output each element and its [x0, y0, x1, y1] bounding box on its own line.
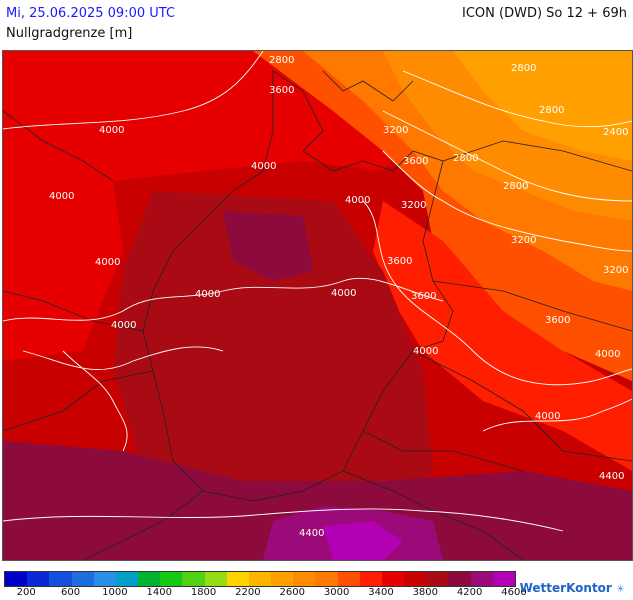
model-run-label: ICON (DWD) So 12 + 69h — [462, 6, 627, 21]
legend-label: 3000 — [323, 587, 350, 598]
legend-label: 4200 — [456, 587, 483, 598]
legend-swatch — [492, 572, 515, 586]
forecast-datetime: Mi, 25.06.2025 09:00 UTC — [6, 6, 176, 21]
contour-label: 3600 — [269, 85, 294, 96]
legend-swatch — [448, 572, 471, 586]
legend-label: 1400 — [146, 587, 172, 598]
legend-swatch — [93, 572, 116, 586]
legend-swatch — [248, 572, 272, 586]
contour-label: 2400 — [603, 127, 628, 138]
contour-label: 2800 — [503, 181, 528, 192]
contour-label: 4000 — [111, 320, 136, 331]
contour-label: 3600 — [403, 156, 428, 167]
color-scale-legend — [4, 571, 516, 587]
contour-label: 3200 — [511, 235, 536, 246]
legend-label: 200 — [16, 587, 36, 598]
legend-swatch — [27, 572, 50, 586]
contour-label: 4000 — [413, 346, 438, 357]
legend-swatch — [293, 572, 316, 586]
contour-label: 3600 — [545, 315, 570, 326]
contour-label: 3200 — [603, 265, 628, 276]
legend-swatch — [404, 572, 427, 586]
legend-swatch — [226, 572, 249, 586]
contour-label: 4000 — [195, 289, 220, 300]
contour-label: 2800 — [539, 105, 564, 116]
legend-swatch — [470, 572, 493, 586]
contour-label: 3600 — [411, 291, 436, 302]
contour-label: 2800 — [511, 63, 536, 74]
legend-swatch — [71, 572, 94, 586]
legend-label: 1800 — [190, 587, 217, 598]
legend-label: 1000 — [102, 587, 128, 598]
contour-label: 4000 — [595, 349, 620, 360]
legend-swatch — [5, 572, 28, 586]
legend-swatch — [315, 572, 338, 586]
legend-label: 600 — [60, 587, 81, 598]
sun-icon: ☀ — [616, 584, 625, 595]
contour-label: 3200 — [383, 125, 408, 136]
legend-swatch — [49, 572, 72, 586]
contour-label: 4000 — [345, 195, 370, 206]
contour-label: 3600 — [387, 256, 412, 267]
contour-label: 4000 — [251, 161, 276, 172]
color-scale-labels: 200 600 1000 1400 1800 2200 2600 3000 3400 3800 42… — [4, 587, 527, 599]
freezing-level-map: 2800 2800 2800 3600 3200 2800 2400 4000 … — [2, 50, 633, 561]
contour-label: 2800 — [453, 153, 478, 164]
legend-label: 2200 — [235, 587, 261, 598]
legend-label: 3400 — [368, 587, 394, 598]
legend-label: 4600 — [501, 587, 527, 598]
map-canvas: 2800 2800 2800 3600 3200 2800 2400 4000 … — [3, 51, 632, 560]
legend-swatch — [182, 572, 205, 586]
legend-swatch — [160, 572, 183, 586]
legend-swatch — [381, 572, 405, 586]
legend-label: 2600 — [279, 587, 305, 598]
legend-swatch — [359, 572, 382, 586]
wetterkontor-logo: WetterKontor ☀ — [520, 581, 625, 595]
brand-name: WetterKontor — [519, 581, 612, 595]
legend-swatch — [271, 572, 294, 586]
legend-swatch — [204, 572, 227, 586]
contour-label: 4000 — [99, 125, 124, 136]
contour-labels: 2800 2800 2800 3600 3200 2800 2400 4000 … — [49, 55, 628, 539]
legend-label: 3800 — [412, 587, 439, 598]
legend-swatch — [337, 572, 360, 586]
legend-swatch — [426, 572, 449, 586]
contour-label: 4400 — [599, 471, 624, 482]
contour-label: 3200 — [401, 200, 426, 211]
contour-label: 4000 — [535, 411, 560, 422]
contour-label: 4000 — [95, 257, 120, 268]
legend-swatch — [138, 572, 161, 586]
parameter-label: Nullgradgrenze [m] — [6, 26, 133, 41]
contour-label: 4000 — [49, 191, 74, 202]
legend-swatch — [115, 572, 139, 586]
contour-label: 4000 — [331, 288, 356, 299]
contour-label: 4400 — [299, 528, 324, 539]
contour-label: 2800 — [269, 55, 294, 66]
